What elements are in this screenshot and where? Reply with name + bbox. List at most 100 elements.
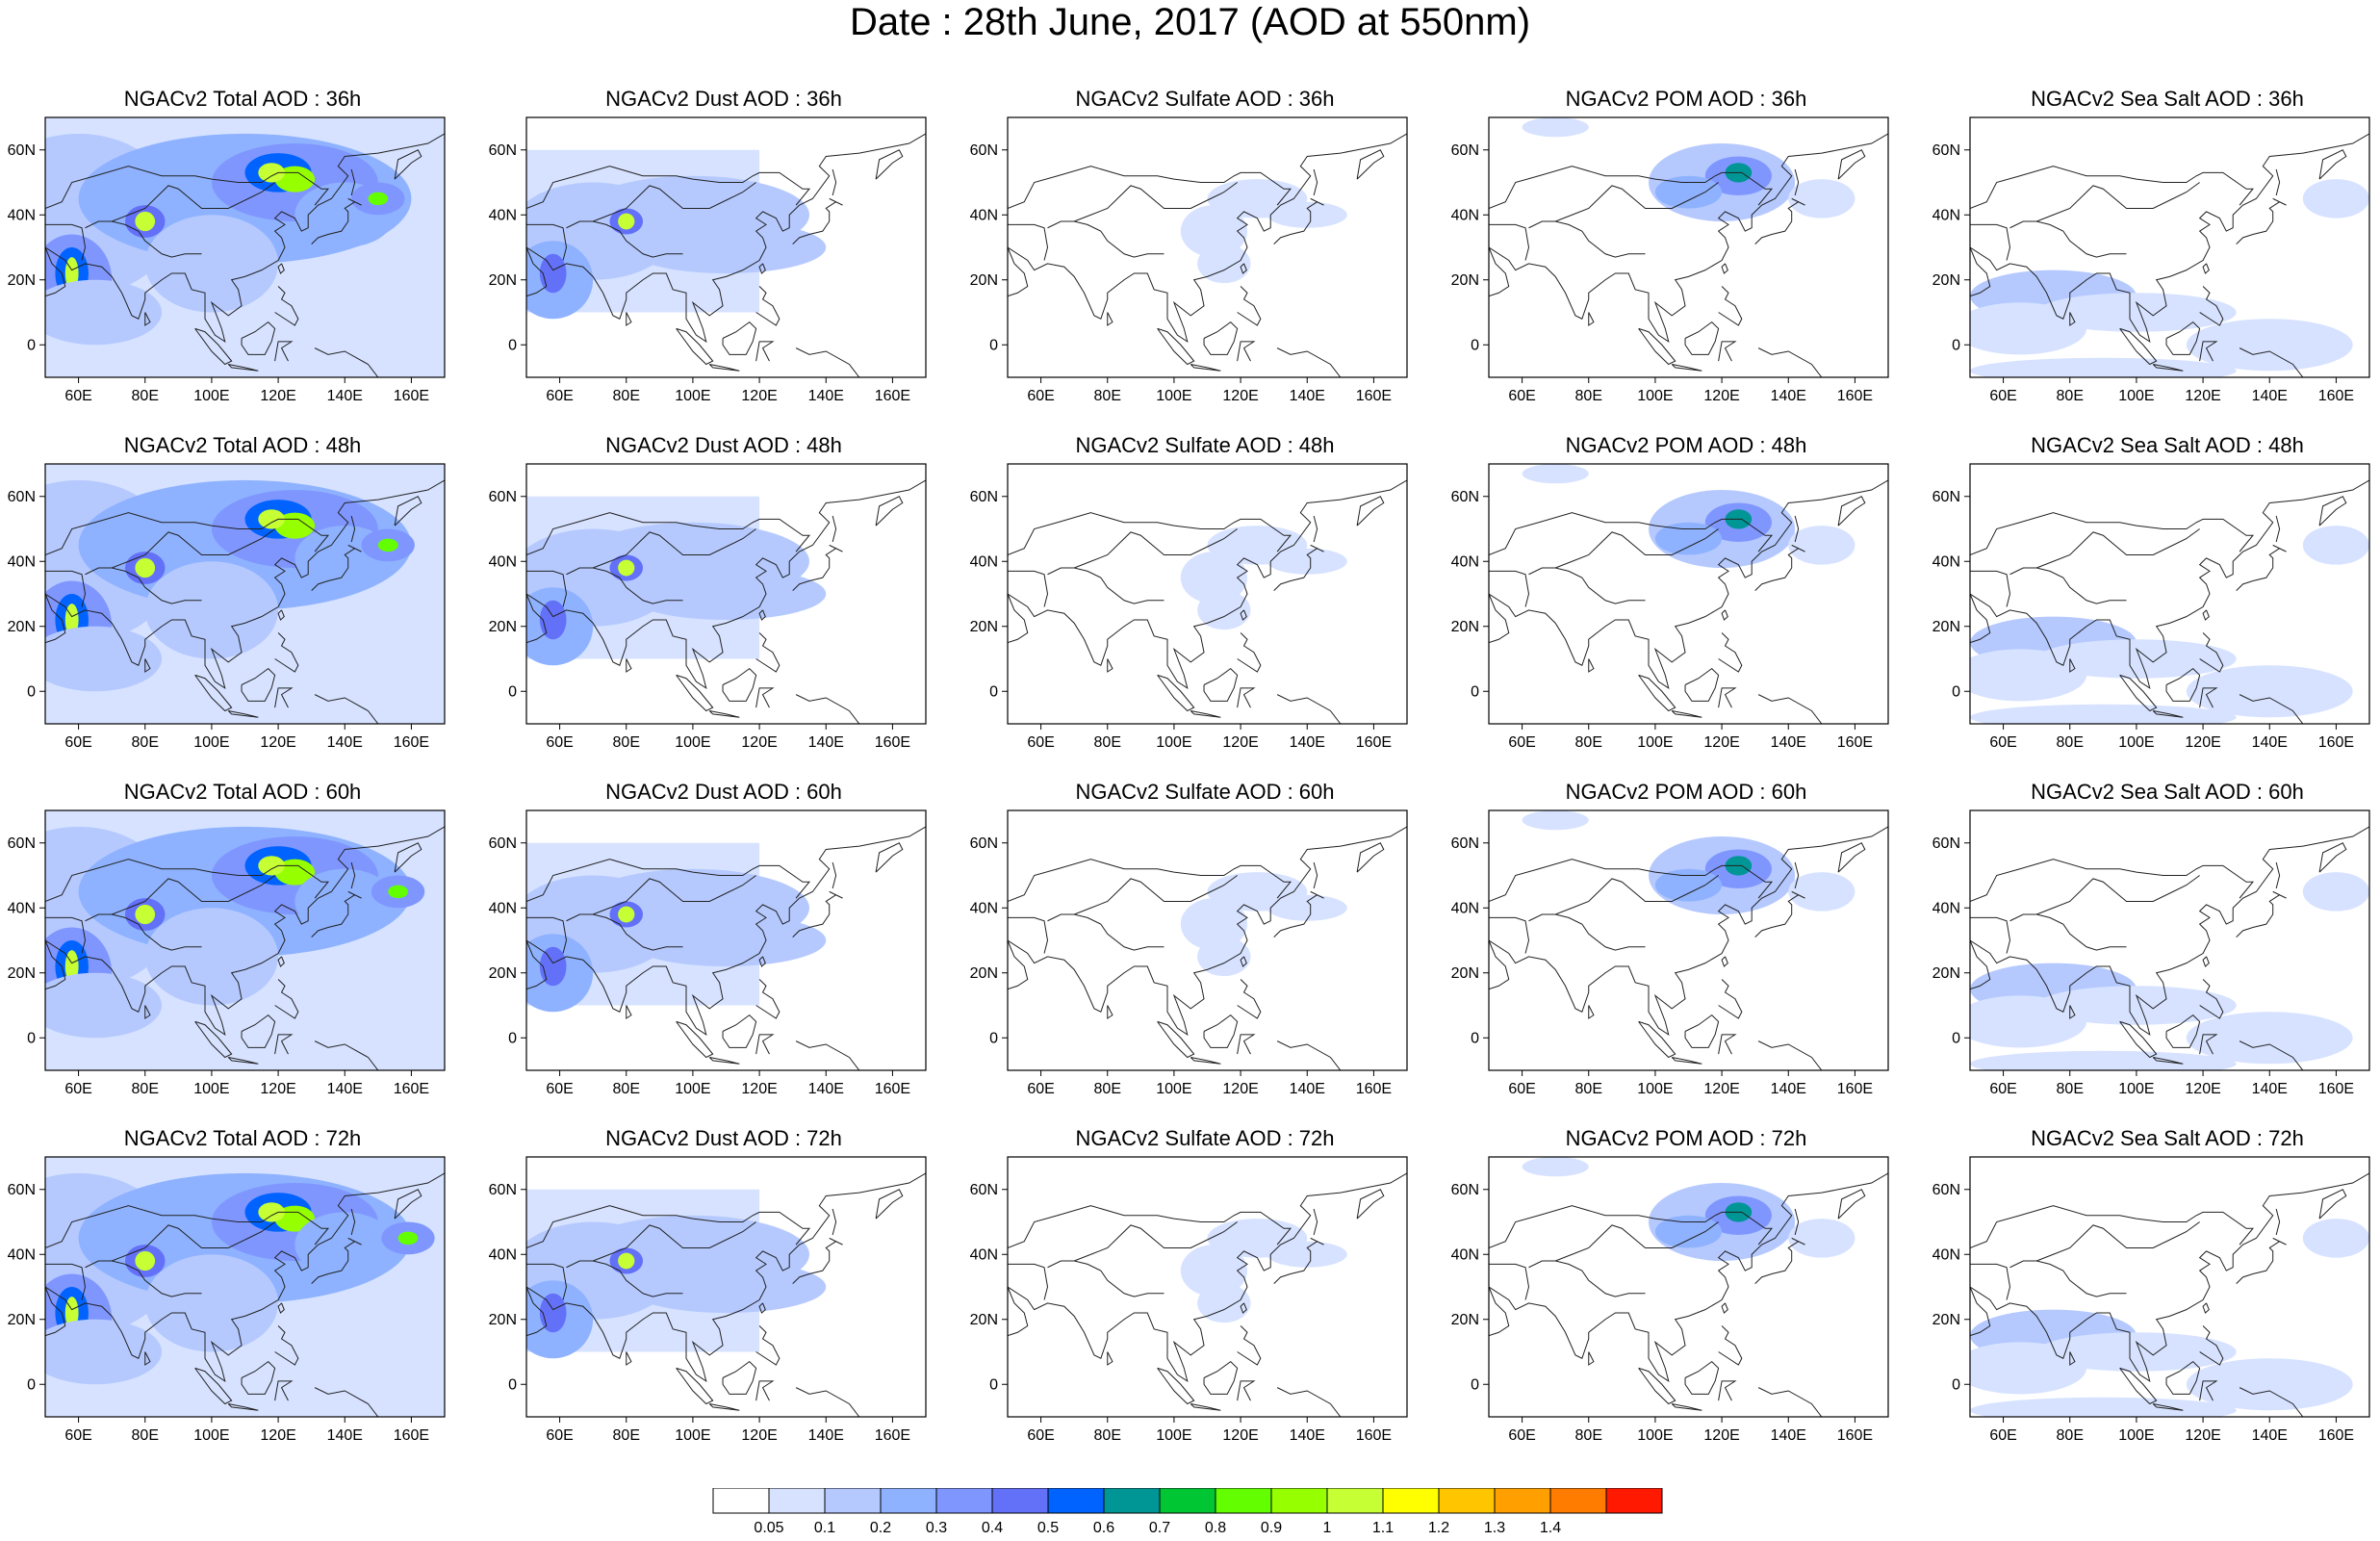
coastline bbox=[526, 479, 926, 689]
coastline bbox=[350, 515, 356, 543]
lon-tick-label: 140E bbox=[1290, 734, 1325, 751]
coastline bbox=[1554, 875, 1719, 915]
coastline bbox=[1588, 658, 1595, 673]
lat-tick-label: 0 bbox=[1471, 683, 1479, 700]
coastline bbox=[350, 1208, 356, 1236]
lon-tick-label: 120E bbox=[1703, 1081, 1739, 1097]
aod-field bbox=[526, 826, 926, 1070]
coastline bbox=[755, 286, 781, 326]
colorbar-swatch bbox=[768, 1487, 826, 1514]
map-panel-seasalt-72h: NGACv2 Sea Salt AOD : 72h 60N 40N 20N 0 60E 80… bbox=[1932, 1126, 2370, 1444]
lat-tick-label: 60N bbox=[1451, 835, 1479, 852]
lon-tick-label: 160E bbox=[394, 388, 429, 404]
lon-tick-label: 60E bbox=[1989, 734, 2016, 751]
lat-tick-label: 20N bbox=[970, 619, 998, 635]
coastline bbox=[2119, 327, 2158, 366]
lon-tick-label: 120E bbox=[1222, 1081, 1258, 1097]
colorbar-swatch bbox=[935, 1487, 993, 1514]
coastline bbox=[45, 1286, 66, 1337]
coastline bbox=[1190, 1403, 1221, 1411]
coastline bbox=[1190, 364, 1221, 372]
coastline bbox=[1073, 182, 1238, 222]
coastline bbox=[592, 528, 756, 569]
lat-tick-label: 0 bbox=[27, 337, 36, 353]
coastline bbox=[1638, 674, 1676, 712]
aod-blob bbox=[1197, 590, 1251, 630]
aod-blob bbox=[1267, 894, 1347, 921]
coastline bbox=[2199, 1034, 2218, 1055]
coastline bbox=[592, 875, 756, 915]
coastline bbox=[350, 168, 356, 196]
coastline bbox=[144, 658, 151, 673]
coastline bbox=[45, 859, 330, 902]
coastline bbox=[755, 979, 781, 1019]
coastline bbox=[2152, 364, 2184, 372]
coastline bbox=[526, 570, 568, 607]
coastline bbox=[1237, 632, 1262, 673]
coastline bbox=[274, 632, 299, 673]
panel-title: NGACv2 Sulfate AOD : 48h bbox=[1075, 433, 1335, 457]
panel-title: NGACv2 POM AOD : 60h bbox=[1565, 780, 1807, 804]
lat-tick-label: 0 bbox=[989, 337, 998, 353]
coastline bbox=[2009, 913, 2127, 951]
coastline bbox=[1047, 1260, 1164, 1297]
lon-tick-label: 120E bbox=[2185, 1427, 2220, 1444]
coastline bbox=[274, 979, 299, 1019]
lon-tick-label: 100E bbox=[675, 1081, 710, 1097]
coastline bbox=[526, 1263, 568, 1300]
coastline bbox=[1970, 570, 2011, 607]
coastline bbox=[1313, 168, 1318, 196]
coastline bbox=[875, 1189, 904, 1220]
aod-blob bbox=[1197, 1283, 1251, 1323]
lat-tick-label: 40N bbox=[1451, 900, 1479, 916]
coastline bbox=[626, 658, 632, 673]
coastline bbox=[2165, 1014, 2201, 1048]
aod-blob bbox=[45, 626, 163, 692]
map-panel-pom-60h: NGACv2 POM AOD : 60h 60N 40N 20N 0 60E 80E 100E… bbox=[1451, 780, 1889, 1097]
coastline bbox=[2009, 567, 2127, 604]
map-frame bbox=[44, 463, 446, 725]
coastline bbox=[1684, 667, 1720, 702]
lat-tick-label: 0 bbox=[1471, 337, 1479, 353]
coastline bbox=[144, 1005, 151, 1019]
coastline bbox=[792, 1237, 843, 1284]
map-frame bbox=[525, 116, 927, 378]
coastline bbox=[1240, 609, 1247, 621]
colorbar-swatch bbox=[1382, 1487, 1440, 1514]
coastline bbox=[1273, 1237, 1324, 1284]
lat-tick-label: 40N bbox=[1932, 553, 1960, 570]
lon-tick-label: 120E bbox=[260, 1427, 295, 1444]
coastline bbox=[277, 1302, 285, 1314]
lat-tick-label: 20N bbox=[970, 1312, 998, 1328]
lat-tick-label: 0 bbox=[508, 1376, 517, 1393]
lon-tick-label: 80E bbox=[613, 1427, 640, 1444]
map-frame bbox=[1007, 463, 1408, 725]
coastline bbox=[526, 512, 811, 555]
aod-blob bbox=[45, 972, 163, 1039]
coastline bbox=[277, 609, 285, 621]
aod-blob bbox=[1788, 872, 1855, 912]
lat-tick-label: 60N bbox=[489, 835, 517, 852]
lon-tick-label: 140E bbox=[1771, 734, 1806, 751]
coastline bbox=[1276, 347, 1342, 377]
lon-tick-label: 160E bbox=[394, 1427, 429, 1444]
lat-tick-label: 60N bbox=[489, 489, 517, 505]
aod-blob bbox=[1654, 1215, 1723, 1248]
lon-tick-label: 140E bbox=[808, 1427, 844, 1444]
colorbar-label: 1.3 bbox=[1484, 1520, 1505, 1536]
lon-tick-label: 60E bbox=[64, 1081, 91, 1097]
map-panel-total-48h: NGACv2 Total AOD : 48h 60N 40N 20N 0 60E 80E 10… bbox=[8, 433, 446, 751]
lat-tick-label: 40N bbox=[1932, 900, 1960, 916]
lon-tick-label: 120E bbox=[2185, 1081, 2220, 1097]
panel-title: NGACv2 Total AOD : 72h bbox=[123, 1126, 362, 1150]
colorbar-label: 0.05 bbox=[754, 1520, 783, 1536]
coastline bbox=[314, 694, 379, 724]
coastline bbox=[274, 1034, 294, 1055]
coastline bbox=[194, 1020, 233, 1059]
coastline bbox=[708, 364, 740, 372]
coastline bbox=[1203, 1014, 1239, 1048]
coastline bbox=[526, 133, 926, 343]
coastline bbox=[755, 1380, 775, 1401]
lat-tick-label: 60N bbox=[1932, 142, 1960, 159]
aod-blob bbox=[1654, 175, 1723, 209]
